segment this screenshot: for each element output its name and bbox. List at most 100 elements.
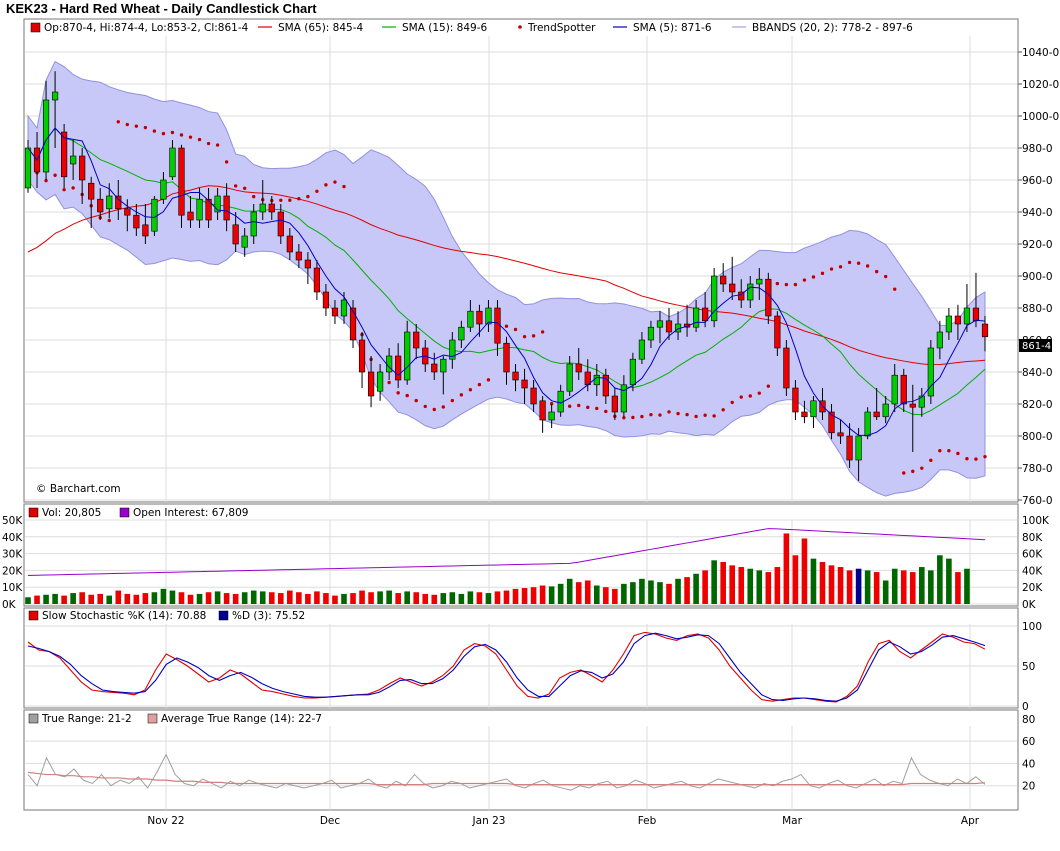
volume-bar-12 [133, 594, 140, 604]
stochastic-k-readout: Slow Stochastic %K (14): 70.88 [42, 610, 206, 622]
volume-bar-78 [729, 565, 736, 604]
volume-bar-101 [937, 555, 943, 604]
trendspotter-dot-104 [965, 456, 969, 461]
volume-bar-58 [548, 586, 555, 604]
volume-bar-73 [684, 577, 690, 604]
trendspotter-dot-22 [224, 160, 229, 164]
trendspotter-dot-77 [721, 408, 725, 412]
candle-body-23 [232, 224, 239, 245]
candle-body-70 [656, 320, 664, 328]
true-range-panel [23, 709, 1019, 811]
chart-title: KEK23 - Hard Red Wheat - Daily Candlesti… [6, 1, 317, 16]
candle-body-95 [882, 403, 889, 418]
vol-right-tick-3: 60K [1022, 549, 1043, 561]
stochastic-lines [27, 631, 986, 703]
candle-body-53 [503, 342, 510, 373]
volume-bar-84 [783, 533, 790, 604]
true-range-lines [27, 753, 986, 791]
trendspotter-dot-101 [938, 449, 942, 453]
volume-bar-49 [467, 591, 474, 604]
candle-body-31 [304, 259, 311, 269]
volume-bar-29 [287, 590, 293, 604]
volume-bar-34 [332, 595, 338, 604]
price-tick-label-11: 980-0 [1022, 143, 1053, 155]
trendspotter-dot-62 [586, 405, 590, 410]
candle-body-71 [665, 320, 673, 333]
trendspotter-dot-106 [983, 454, 987, 459]
vol-right-tick-2: 40K [1022, 565, 1043, 577]
volume-bar-0 [25, 597, 31, 604]
legend-vol-swatch [28, 507, 39, 518]
volume-bar-76 [711, 560, 717, 604]
candle-body-2 [42, 99, 50, 173]
price-axis: 760-0780-0800-0820-0840-0860-0880-0900-0… [1018, 47, 1059, 507]
price-tick-label-9: 940-0 [1022, 207, 1053, 219]
trendspotter-dot-69 [649, 412, 653, 417]
candle-body-57 [539, 400, 546, 421]
volume-bar-85 [792, 555, 799, 604]
trendspotter-dot-100 [929, 458, 933, 463]
candle-body-43 [413, 331, 420, 349]
volume-bar-47 [449, 592, 456, 604]
volume-bar-40 [386, 590, 392, 604]
candle-body-34 [331, 307, 339, 317]
volume-bar-33 [323, 593, 329, 604]
trendspotter-dot-28 [279, 198, 283, 202]
sma65-line [27, 185, 986, 366]
candle-body-97 [900, 374, 907, 405]
volume-bar-42 [404, 591, 410, 604]
candle-body-28 [277, 211, 284, 237]
volume-bar-41 [395, 593, 401, 604]
trendspotter-dot-44 [423, 404, 427, 409]
volume-bar-38 [368, 592, 374, 604]
volume-bar-66 [621, 583, 627, 604]
candle-body-50 [476, 310, 483, 325]
stoch-tick-2: 100 [1022, 621, 1042, 633]
candle-body-106 [981, 323, 989, 338]
trendspotter-dot-78 [730, 400, 734, 405]
trendspotter-dot-76 [712, 414, 716, 418]
candle-body-105 [972, 307, 980, 322]
candle-body-94 [873, 411, 880, 418]
trendspotter-dot-84 [784, 282, 789, 287]
legend-tr-swatch [28, 713, 39, 724]
volume-bar-10 [115, 590, 122, 604]
candle-body-92 [855, 435, 862, 461]
volume-bar-11 [124, 593, 131, 604]
candle-body-55 [521, 379, 528, 389]
volume-bar-67 [630, 582, 636, 604]
volume-bar-81 [756, 570, 763, 604]
average-true-range-readout: Average True Range (14): 22-7 [161, 713, 322, 725]
volume-bar-50 [476, 592, 483, 604]
x-label-5: Apr [961, 815, 980, 827]
candle-body-17 [178, 147, 185, 216]
price-tick-label-10: 960-0 [1022, 175, 1053, 187]
candle-body-69 [647, 326, 655, 341]
price-tick-label-3: 820-0 [1022, 399, 1053, 411]
trendspotter-dot-9 [107, 218, 111, 223]
candle-body-26 [259, 203, 266, 213]
trendspotter-dot-87 [811, 275, 816, 279]
volume-bar-24 [241, 592, 248, 604]
volume-bar-39 [377, 591, 383, 604]
volume-bar-43 [413, 592, 420, 604]
vol-left-tick-0: 0K [2, 599, 17, 611]
trendspotter-dot-19 [197, 137, 202, 142]
volume-bar-56 [530, 587, 537, 604]
candle-body-0 [24, 147, 32, 189]
candle-body-4 [61, 131, 68, 178]
volume-bar-20 [205, 592, 212, 604]
candle-body-73 [683, 323, 691, 328]
vol-right-tick-1: 20K [1022, 582, 1043, 594]
candle-body-14 [151, 198, 158, 232]
volume-bar-3 [52, 593, 58, 604]
trendspotter-dot-35 [342, 184, 346, 189]
volume-bar-72 [675, 578, 681, 604]
candle-body-21 [214, 195, 221, 213]
candle-body-68 [638, 339, 646, 360]
candle-body-85 [792, 387, 799, 413]
candle-body-19 [196, 198, 203, 221]
candle-body-41 [395, 355, 402, 381]
candle-body-75 [702, 307, 709, 322]
